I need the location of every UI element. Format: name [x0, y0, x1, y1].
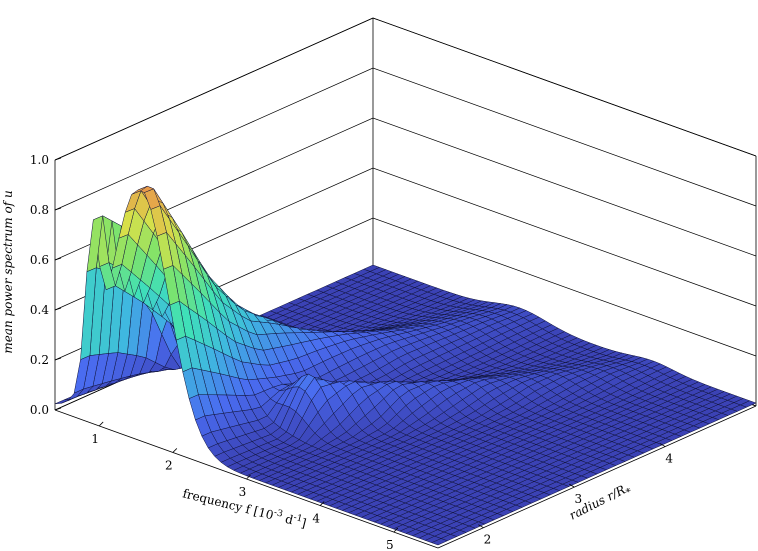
z-axis-title: mean power spectrum of u	[1, 190, 15, 353]
box-front-edge-1	[437, 405, 757, 549]
z-tick-label: 0.2	[30, 353, 49, 367]
surface-mesh	[54, 185, 757, 546]
x-tick-label: 1	[91, 432, 99, 446]
x-tick-mark	[393, 527, 399, 533]
x-tick-labels: 1 2 3 4 5	[91, 421, 399, 551]
y-tick-mark	[569, 483, 575, 488]
y-tick-mark	[659, 443, 666, 447]
z-tick-label: 0.6	[30, 253, 49, 267]
x-tick-label: 3	[239, 485, 247, 499]
x-axis-title-base: frequency f [10	[181, 486, 275, 522]
x-axis-title-exp: -3	[273, 508, 284, 520]
z-tick-labels: 0.0 0.2 0.4 0.6 0.8 1.0	[30, 153, 62, 417]
z-tick-label: 0.8	[30, 203, 49, 217]
x-tick-label: 4	[312, 512, 320, 526]
z-gridline-5	[54, 17, 757, 161]
x-tick-mark	[98, 421, 104, 427]
x-tick-mark	[319, 501, 325, 506]
z-tick-mark	[54, 257, 62, 261]
x-axis-title-unit-exp: -1	[292, 513, 303, 525]
x-axis-title-close: ]	[300, 516, 308, 531]
y-tick-label: 4	[665, 452, 673, 466]
x-tick-label: 5	[386, 538, 394, 551]
z-gridline-4	[54, 67, 757, 211]
x-tick-mark	[246, 474, 251, 480]
surface-cell	[54, 398, 71, 405]
y-tick-label: 3	[574, 492, 582, 506]
y-axis-title-sub: *	[624, 487, 633, 499]
z-tick-label: 1.0	[30, 153, 49, 167]
z-tick-mark	[54, 207, 62, 211]
x-axis-title-unit: d	[280, 511, 295, 527]
x-tick-mark	[172, 448, 178, 453]
y-tick-label: 2	[484, 533, 492, 547]
z-tick-mark	[54, 307, 62, 311]
x-tick-label: 2	[165, 458, 173, 472]
z-tick-label: 0.0	[30, 403, 49, 417]
y-tick-labels: 2 3 4	[478, 443, 673, 547]
y-tick-mark	[478, 524, 484, 529]
z-tick-mark	[54, 157, 62, 161]
z-tick-label: 0.4	[30, 303, 49, 317]
z-tick-mark	[54, 407, 62, 411]
z-tick-mark	[54, 357, 62, 361]
